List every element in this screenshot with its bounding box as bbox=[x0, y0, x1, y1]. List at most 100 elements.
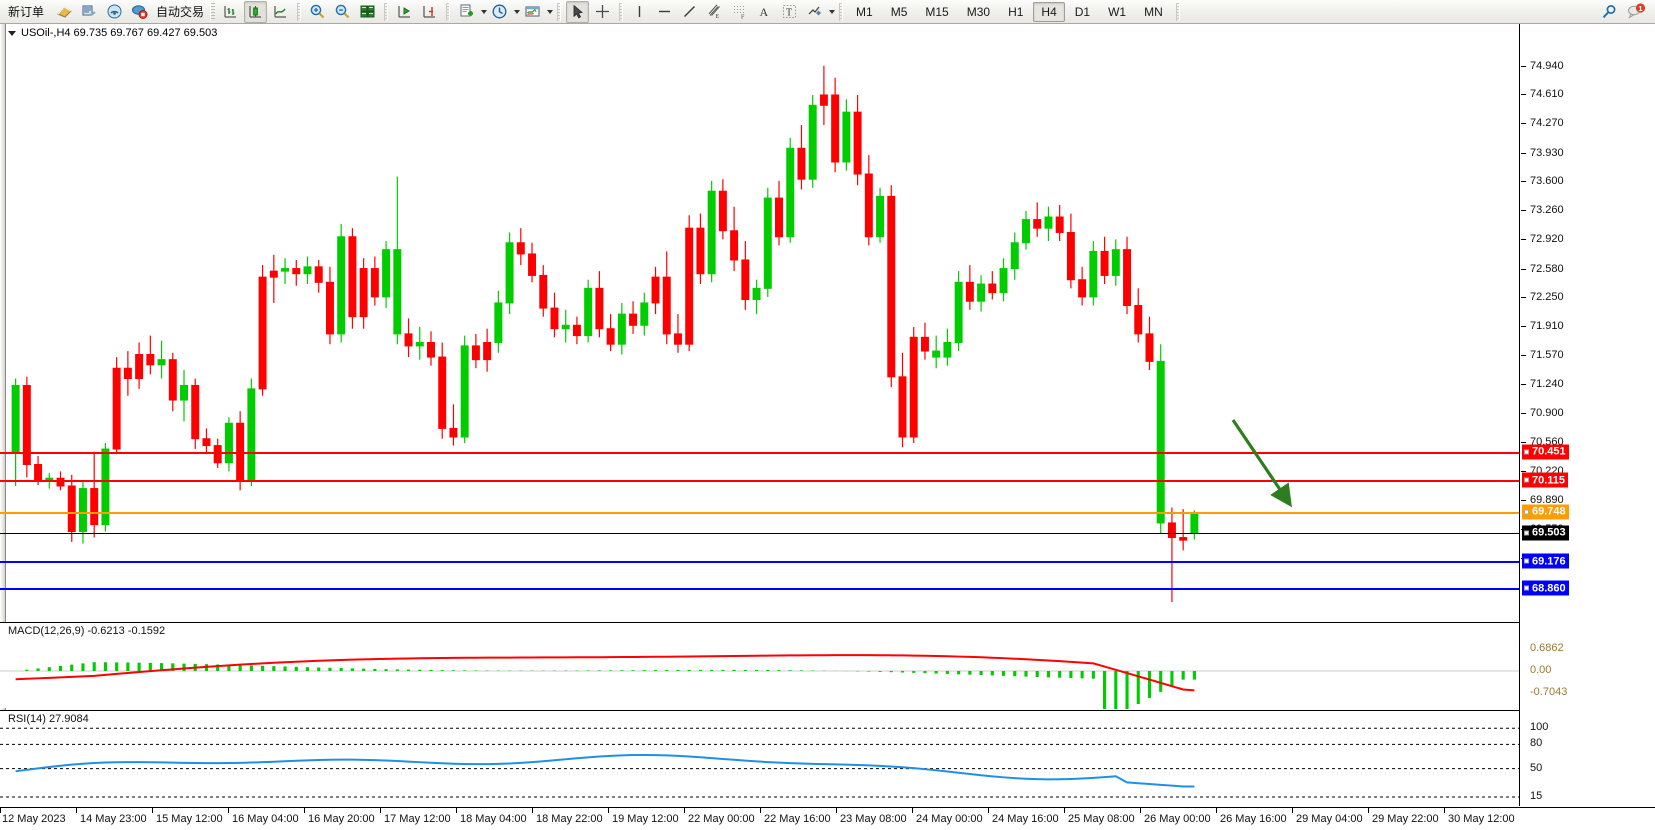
add-indicator-icon[interactable] bbox=[455, 1, 478, 23]
channel-icon[interactable]: F bbox=[728, 1, 751, 23]
time-tick bbox=[1368, 808, 1369, 813]
trendline-icon[interactable] bbox=[678, 1, 701, 23]
objects-icon[interactable] bbox=[803, 1, 826, 23]
price-level-line[interactable] bbox=[0, 511, 1519, 514]
time-tick bbox=[608, 808, 609, 813]
timeframe-m5[interactable]: M5 bbox=[890, 4, 908, 19]
price-level-badge[interactable]: 68.860 bbox=[1522, 580, 1569, 596]
price-tick bbox=[1521, 326, 1526, 328]
price-tick bbox=[1521, 268, 1526, 270]
timeframe-m30[interactable]: M30 bbox=[966, 4, 991, 19]
price-tick bbox=[1521, 296, 1526, 298]
price-plot-frame[interactable]: USOil-,H4 69.735 69.767 69.427 69.503 MA… bbox=[0, 24, 1520, 806]
price-scale[interactable]: 74.940 74.610 74.270 73.930 73.600 73.260 72.9… bbox=[1521, 24, 1655, 806]
price-level-value: 70.451 bbox=[1532, 445, 1566, 458]
timeframe-group[interactable]: M1 M5 M15 M30 H1 H4 D1 W1 MN bbox=[847, 1, 1172, 22]
chart-menu-caret-icon[interactable] bbox=[8, 30, 16, 36]
text-icon[interactable]: A bbox=[753, 1, 776, 23]
price-level-badge[interactable]: 70.115 bbox=[1522, 472, 1569, 488]
down-trend-arrow[interactable] bbox=[1205, 394, 1325, 534]
bar-chart-icon[interactable] bbox=[219, 1, 242, 23]
timeframe-m1[interactable]: M1 bbox=[856, 4, 873, 19]
timeframe-m15[interactable]: M15 bbox=[925, 4, 949, 19]
macd-scale-label: 0.6862 bbox=[1530, 642, 1564, 655]
autotrading-icon[interactable] bbox=[128, 1, 151, 23]
period-dropdown-caret[interactable] bbox=[514, 9, 521, 14]
time-tick bbox=[228, 808, 229, 813]
time-tick-label: 18 May 04:00 bbox=[460, 813, 527, 825]
price-level-line[interactable] bbox=[0, 532, 1519, 534]
time-tick-label: 25 May 08:00 bbox=[1068, 813, 1135, 825]
rsi-panel[interactable]: RSI(14) 27.9084 bbox=[0, 710, 1519, 806]
line-chart-icon[interactable] bbox=[269, 1, 292, 23]
cursor-icon[interactable] bbox=[566, 0, 590, 23]
timeframe-h4[interactable]: H4 bbox=[1033, 1, 1065, 22]
price-tick bbox=[1521, 355, 1526, 357]
signals-icon[interactable] bbox=[103, 1, 126, 23]
price-level-badge[interactable]: 69.176 bbox=[1522, 553, 1569, 569]
toolbar-separator-5 bbox=[619, 2, 624, 21]
fibonacci-icon[interactable]: E bbox=[703, 1, 726, 23]
objects-dropdown-caret[interactable] bbox=[829, 9, 836, 14]
price-level-line[interactable] bbox=[0, 451, 1519, 454]
time-tick bbox=[0, 808, 1, 813]
timeframe-w1[interactable]: W1 bbox=[1108, 4, 1127, 19]
price-level-value: 69.503 bbox=[1532, 526, 1566, 539]
toolbar-grip[interactable] bbox=[210, 2, 216, 21]
period-icon[interactable] bbox=[488, 1, 511, 23]
time-tick-label: 26 May 00:00 bbox=[1144, 813, 1211, 825]
new-order-button[interactable]: 新订单 bbox=[1, 1, 51, 23]
crosshair-icon[interactable] bbox=[591, 1, 614, 23]
price-tick bbox=[1521, 471, 1526, 473]
time-tick-label: 17 May 12:00 bbox=[384, 813, 451, 825]
symbol-header-text: USOil-,H4 69.735 69.767 69.427 69.503 bbox=[21, 27, 218, 39]
price-tick-label: 74.270 bbox=[1530, 117, 1564, 130]
price-tick-label: 71.570 bbox=[1530, 349, 1564, 362]
horizontal-line-icon[interactable] bbox=[653, 1, 676, 23]
price-tick-label: 74.940 bbox=[1530, 59, 1564, 72]
rsi-scale-label: 15 bbox=[1530, 789, 1543, 802]
price-level-badge[interactable]: 70.451 bbox=[1522, 444, 1569, 460]
alerts-icon[interactable]: 1 bbox=[1623, 1, 1649, 23]
text-label-icon[interactable]: T bbox=[778, 1, 801, 23]
autotrading-label: 自动交易 bbox=[156, 5, 205, 19]
main-toolbar[interactable]: 新订单 自动交易 bbox=[0, 0, 1655, 24]
templates-dropdown-caret[interactable] bbox=[547, 9, 554, 14]
price-level-line[interactable] bbox=[0, 561, 1519, 564]
price-level-badge[interactable]: 69.748 bbox=[1522, 504, 1569, 520]
time-tick bbox=[76, 808, 77, 813]
tile-windows-icon[interactable] bbox=[356, 1, 379, 23]
time-tick-label: 15 May 12:00 bbox=[156, 813, 223, 825]
chart-shift-icon[interactable] bbox=[393, 1, 416, 23]
chart-area[interactable]: USOil-,H4 69.735 69.767 69.427 69.503 MA… bbox=[0, 24, 1655, 830]
time-tick-label: 30 May 12:00 bbox=[1448, 813, 1515, 825]
rsi-scale-label: 80 bbox=[1530, 737, 1543, 750]
timeframe-d1[interactable]: D1 bbox=[1074, 4, 1091, 19]
search-icon[interactable] bbox=[1597, 1, 1621, 23]
zoom-in-icon[interactable] bbox=[306, 1, 329, 23]
price-level-value: 70.115 bbox=[1532, 474, 1566, 487]
macd-label: MACD(12,26,9) -0.6213 -0.1592 bbox=[8, 625, 166, 637]
time-scale[interactable]: 12 May 2023 14 May 23:00 15 May 12:00 16 Ma… bbox=[0, 807, 1655, 830]
time-tick-label: 19 May 12:00 bbox=[612, 813, 679, 825]
expert-advisor-icon[interactable] bbox=[53, 1, 76, 23]
price-tick bbox=[1521, 180, 1526, 182]
zoom-out-icon[interactable] bbox=[331, 1, 354, 23]
price-level-line[interactable] bbox=[0, 588, 1519, 591]
timeframe-h1[interactable]: H1 bbox=[1008, 4, 1024, 19]
vertical-line-icon[interactable] bbox=[628, 1, 651, 23]
price-tick-label: 73.600 bbox=[1530, 174, 1564, 187]
macd-panel[interactable]: MACD(12,26,9) -0.6213 -0.1592 bbox=[0, 622, 1519, 709]
price-tick-label: 72.250 bbox=[1530, 290, 1564, 303]
data-window-icon[interactable] bbox=[78, 1, 101, 23]
price-level-value: 69.748 bbox=[1532, 505, 1566, 518]
timeframe-mn[interactable]: MN bbox=[1144, 4, 1163, 19]
svg-text:A: A bbox=[760, 5, 769, 19]
add-indicator-dropdown-caret[interactable] bbox=[481, 9, 488, 14]
candlestick-chart-icon[interactable] bbox=[244, 0, 268, 23]
price-level-badge[interactable]: 69.503 bbox=[1522, 525, 1569, 541]
time-tick bbox=[684, 808, 685, 813]
templates-icon[interactable] bbox=[521, 1, 544, 23]
auto-scroll-icon[interactable] bbox=[418, 1, 441, 23]
price-level-line[interactable] bbox=[0, 480, 1519, 483]
